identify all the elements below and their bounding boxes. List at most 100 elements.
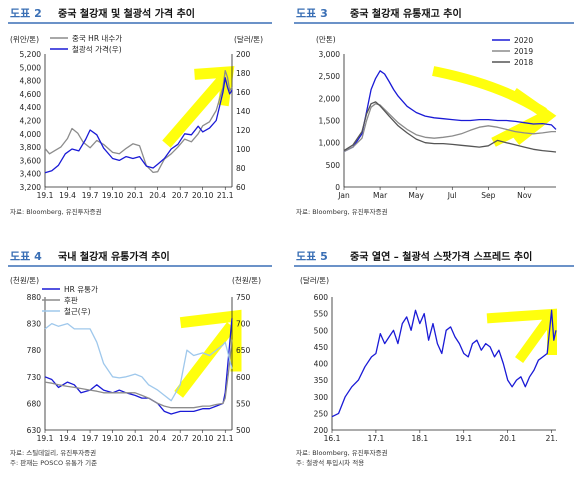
y-tick-label: 2,000 xyxy=(319,94,341,103)
y-tick-label: 600 xyxy=(314,293,329,302)
y-tick-label: 730 xyxy=(27,373,42,382)
x-tick-label: 20.1 xyxy=(127,191,144,200)
series-line-1 xyxy=(331,309,557,418)
panel-3-source-2: 주: 판재는 POSCO 유통가 기준 xyxy=(10,458,97,467)
y2-tick-label: 500 xyxy=(236,426,251,435)
y-tick-label: 500 xyxy=(326,161,341,170)
x-tick-label: 19.10 xyxy=(102,434,124,443)
x-tick-label: Jan xyxy=(337,191,350,200)
x-tick-label: Jul xyxy=(447,191,457,200)
panel-4-source-1: 자료: Bloomberg, 유진투자증권 xyxy=(296,448,388,457)
chart-4: 200 250 300 350 400 450 500 550 600 16.1 17.1 18.1 1… xyxy=(314,293,558,443)
x-tick-label: 20.7 xyxy=(172,434,189,443)
panel-2-header: 도표 3 중국 철강재 유통재고 추이 xyxy=(294,7,574,24)
y-tick-label: 3,600 xyxy=(20,156,42,165)
y-tick-label: 4,000 xyxy=(20,130,42,139)
x-tick-label: 18.1 xyxy=(411,434,428,443)
y-tick-label: 550 xyxy=(314,310,329,319)
y-tick-label: 350 xyxy=(314,376,329,385)
y-tick-label: 400 xyxy=(314,360,329,369)
panel-3-header: 도표 4 국내 철강재 유통가격 추이 xyxy=(8,250,272,267)
legend-label: 2019 xyxy=(514,47,533,56)
series-line-2019 xyxy=(343,103,556,153)
panel-4-tag: 도표 5 xyxy=(296,250,328,263)
series-line-철근(우) xyxy=(44,322,233,402)
y-tick-label: 250 xyxy=(314,409,329,418)
y-tick-label: 200 xyxy=(314,426,329,435)
y-tick-label: 3,400 xyxy=(20,170,42,179)
x-tick-label: 21. xyxy=(546,434,558,443)
x-tick-label: 19.1 xyxy=(455,434,472,443)
highlight-arrow-2 xyxy=(432,66,557,147)
x-tick-label: 17.1 xyxy=(368,434,385,443)
panel-1-header: 도표 2 중국 철강재 및 철광석 가격 추이 xyxy=(8,7,272,24)
x-tick-label: 20.4 xyxy=(149,434,166,443)
panel-2-tag: 도표 3 xyxy=(296,7,328,20)
y2-tick-label: 120 xyxy=(236,126,251,135)
x-tick-label: Sep xyxy=(481,191,495,200)
x-tick-label: 19.10 xyxy=(102,191,124,200)
y2-tick-label: 160 xyxy=(236,88,251,97)
panel-1-right-unit: (달러/톤) xyxy=(234,35,263,44)
y-tick-label: 4,600 xyxy=(20,90,42,99)
x-tick-label: 19.4 xyxy=(59,191,76,200)
y-tick-label: 830 xyxy=(27,320,42,329)
y-tick-label: 5,000 xyxy=(20,63,42,72)
y-tick-label: 4,400 xyxy=(20,103,42,112)
legend-label: 중국 HR 내수가 xyxy=(72,34,122,43)
x-tick-label: Nov xyxy=(517,191,532,200)
panel-4-header: 도표 5 중국 열연 – 철광석 스팟가격 스프레드 추이 xyxy=(294,250,574,267)
series-line-2018 xyxy=(343,101,557,153)
y-tick-label: 450 xyxy=(314,343,329,352)
y2-tick-label: 700 xyxy=(236,320,251,329)
y2-tick-label: 140 xyxy=(236,107,251,116)
highlight-arrow-4 xyxy=(486,308,557,363)
legend-label: 철근(우) xyxy=(64,306,91,316)
y-tick-label: 3,000 xyxy=(319,50,341,59)
highlight-arrow-3 xyxy=(174,309,242,398)
legend-label: 2018 xyxy=(514,58,533,67)
x-tick-label: 19.7 xyxy=(82,434,99,443)
panel-3-title: 국내 철강재 유통가격 추이 xyxy=(58,250,170,263)
panel-3-left-unit: (천원/톤) xyxy=(10,275,39,285)
y-tick-label: 680 xyxy=(27,399,42,408)
y-tick-label: 1,000 xyxy=(319,139,341,148)
series-line-2020 xyxy=(343,70,557,153)
panel-1-left-unit: (위안/톤) xyxy=(10,34,39,44)
y-tick-label: 3,200 xyxy=(20,183,42,192)
x-tick-label: 19.4 xyxy=(59,434,76,443)
x-tick-label: Mar xyxy=(373,191,388,200)
panel-3-right-unit: (천원/톤) xyxy=(232,275,261,285)
y2-tick-label: 100 xyxy=(236,145,251,154)
legend-label: HR 유통가 xyxy=(64,285,98,294)
x-tick-label: 20.10 xyxy=(192,434,214,443)
y-tick-label: 5,200 xyxy=(20,50,42,59)
y2-tick-label: 180 xyxy=(236,69,251,78)
panel-3-source-1: 자료: 스틸데일리, 유진투자증권 xyxy=(10,448,96,457)
series-line-HR-유통가 xyxy=(44,318,233,415)
chart-3: 630 680 730 780 830 880 500 550 600 650 700 750 19.1… xyxy=(27,285,251,443)
chart-1: 3,200 3,400 3,600 3,800 4,000 4,200 4,400 4,600… xyxy=(20,34,251,200)
y-tick-label: 2,500 xyxy=(319,72,341,81)
x-tick-label: 20.1 xyxy=(127,434,144,443)
y-tick-label: 500 xyxy=(314,326,329,335)
panel-2-title: 중국 철강재 유통재고 추이 xyxy=(350,7,462,20)
panel-4-source-2: 주: 철광석 투입시차 적용 xyxy=(296,458,364,467)
x-tick-label: 19.1 xyxy=(37,191,54,200)
y2-tick-label: 80 xyxy=(236,164,246,173)
y-tick-label: 1,500 xyxy=(319,117,341,126)
legend-label: 철광석 가격(우) xyxy=(72,44,122,54)
x-tick-label: 20.7 xyxy=(172,191,189,200)
series-line-후판 xyxy=(44,339,233,409)
y2-tick-label: 650 xyxy=(236,346,251,355)
y2-tick-label: 200 xyxy=(236,50,251,59)
panel-1-source: 자료: Bloomberg, 유진투자증권 xyxy=(10,207,102,216)
y2-tick-label: 600 xyxy=(236,373,251,382)
chart-2: 0 500 1,000 1,500 2,000 2,500 3,000 Jan Mar May Ju… xyxy=(319,36,557,200)
x-tick-label: 21.1 xyxy=(217,434,234,443)
panel-2-left-unit: (만톤) xyxy=(316,35,336,44)
y-tick-label: 4,200 xyxy=(20,117,42,126)
y2-tick-label: 750 xyxy=(236,293,251,302)
x-tick-label: 20.10 xyxy=(192,191,214,200)
x-tick-label: 21.1 xyxy=(217,191,234,200)
